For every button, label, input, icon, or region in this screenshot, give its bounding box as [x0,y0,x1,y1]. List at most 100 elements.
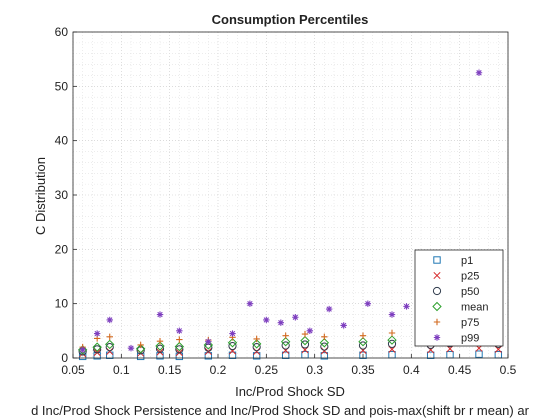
point-p75 [301,330,309,338]
point-p99 [229,330,236,337]
point-p1 [204,352,213,360]
legend-label: p1 [461,255,473,267]
point-p1 [426,351,435,359]
point-p50 [252,343,261,352]
point-mean [300,335,310,346]
legend-label: mean [461,302,489,314]
point-p99 [176,327,183,335]
point-p99 [205,338,212,345]
point-p50 [300,340,310,349]
footer-caption: d Inc/Prod Shock Persistence and Inc/Pro… [31,403,530,418]
point-p75 [137,341,144,349]
point-p99 [246,300,254,307]
point-p1 [320,352,329,360]
point-mean [358,336,368,347]
legend-label: p99 [461,333,479,345]
legend: p1 p25 p50 mean p75 p99 [414,249,504,347]
point-p50 [155,344,165,353]
legend-marker-mean [432,301,442,312]
point-p99 [156,311,164,318]
point-p99 [79,346,86,354]
x-axis-ticks: 0.05 0.1 0.15 0.2 0.25 0.3 0.35 0.4 0.45 0.5 [61,354,517,377]
point-p75 [253,335,260,343]
point-p99 [340,322,347,329]
x-axis-label: Inc/Prod Shock SD [235,384,345,399]
point-p1 [475,350,483,358]
x-tick-label: 0.15 [158,363,182,377]
y-tick-label: 30 [55,188,69,202]
y-axis-ticks: 0 10 20 30 40 50 60 [55,25,77,365]
point-mean [227,338,238,348]
x-tick-label: 0.1 [113,363,130,377]
point-p99 [475,69,483,76]
point-p25 [106,347,114,356]
point-mean [135,344,146,354]
x-tick-label: 0.45 [448,363,472,377]
point-mean [174,341,185,352]
y-tick-label: 0 [61,351,68,365]
point-mean [387,335,397,345]
point-p99 [277,319,285,326]
point-p75 [106,333,113,341]
x-tick-label: 0.25 [255,363,279,377]
point-mean [251,339,262,349]
point-p99 [306,327,314,335]
point-p75 [156,337,164,345]
x-tick-label: 0.05 [61,363,85,377]
point-p99 [364,300,372,307]
x-tick-label: 0.2 [210,363,227,377]
point-mean [319,338,330,348]
y-tick-label: 50 [55,79,69,93]
point-p75 [282,332,289,339]
legend-label: p25 [461,271,479,283]
point-p1 [359,351,367,359]
point-p99 [325,305,333,313]
y-tick-label: 20 [55,242,69,256]
legend-marker-p75 [433,318,441,326]
point-p1 [252,352,261,360]
point-mean [105,339,115,350]
point-p99 [106,316,113,324]
chart-title: Consumption Percentiles [212,12,369,27]
point-p50 [358,341,368,350]
legend-label: p75 [461,317,479,329]
legend-marker-p99 [433,334,441,341]
point-p1 [228,351,237,359]
point-p99 [403,303,410,310]
x-tick-label: 0.3 [306,363,323,377]
point-mean [155,341,165,351]
legend-marker-p50 [432,286,442,296]
point-mean [92,342,102,352]
y-tick-label: 10 [55,297,69,311]
point-p50 [175,345,184,354]
x-tick-label: 0.35 [351,363,375,377]
point-p50 [105,343,114,352]
point-p99 [263,316,270,324]
y-tick-label: 40 [55,134,69,148]
point-p99 [93,330,101,337]
point-p75 [388,329,396,337]
point-mean [280,336,291,347]
y-tick-label: 60 [55,25,69,39]
x-tick-label: 0.5 [500,363,517,377]
point-mean [77,345,88,355]
point-p99 [292,314,299,321]
point-p50 [281,341,290,350]
point-p75 [359,332,367,339]
legend-marker-p25 [433,271,441,280]
y-axis-label: C Distribution [33,157,48,235]
legend-box [414,249,504,347]
point-p50 [387,339,397,348]
point-p99 [127,345,135,352]
point-p25 [253,347,261,356]
point-p1 [281,351,290,359]
x-tick-label: 0.4 [403,363,420,377]
point-p50 [228,341,237,351]
point-p99 [388,311,396,318]
point-p25 [320,347,328,355]
point-p50 [93,345,102,354]
point-p75 [321,333,328,341]
point-p50 [320,342,329,351]
legend-marker-p1 [433,256,441,264]
